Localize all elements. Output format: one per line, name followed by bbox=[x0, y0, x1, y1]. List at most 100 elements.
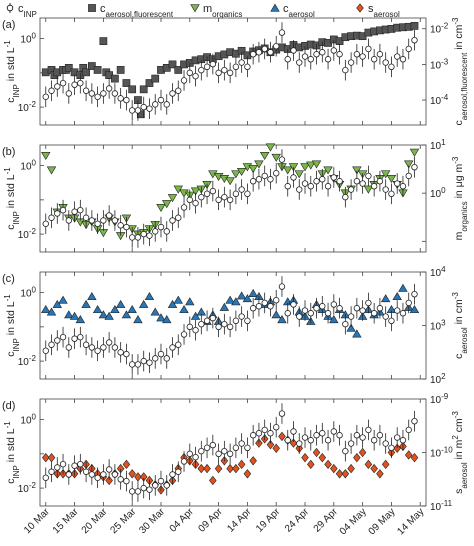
cinp-point bbox=[342, 447, 349, 455]
cinp-point bbox=[54, 210, 61, 217]
left-axis-label: cINP in std L-1 bbox=[3, 40, 21, 103]
data-point bbox=[110, 305, 120, 314]
cinp-point bbox=[215, 323, 222, 331]
cinp-point bbox=[296, 440, 303, 447]
cinp-point bbox=[198, 320, 205, 328]
legend-item: morganics bbox=[190, 3, 242, 19]
cinp-point bbox=[221, 66, 228, 74]
cinp-point bbox=[221, 447, 228, 455]
data-point bbox=[271, 153, 281, 162]
cinp-point bbox=[42, 347, 49, 354]
cinp-point bbox=[324, 310, 332, 317]
x-tick-label: 09 Apr bbox=[196, 506, 225, 535]
cinp-point bbox=[278, 410, 286, 417]
cinp-point bbox=[186, 69, 193, 77]
cinp-point bbox=[273, 424, 280, 431]
cinp-point bbox=[244, 444, 251, 452]
data-point bbox=[116, 66, 125, 74]
cinp-point bbox=[77, 333, 84, 341]
data-point bbox=[329, 315, 339, 324]
cinp-point bbox=[157, 350, 165, 358]
data-point bbox=[58, 295, 68, 304]
data-point bbox=[46, 307, 57, 316]
cinp-point bbox=[169, 344, 176, 351]
data-point bbox=[271, 310, 281, 319]
cinp-point bbox=[267, 176, 274, 183]
data-point bbox=[307, 459, 315, 470]
data-point bbox=[410, 22, 419, 30]
cinp-point bbox=[209, 60, 217, 68]
cinp-point bbox=[111, 471, 119, 478]
cinp-point bbox=[123, 350, 130, 358]
cinp-point bbox=[296, 59, 303, 66]
cinp-point bbox=[342, 320, 349, 328]
cinp-point bbox=[290, 47, 297, 54]
data-point bbox=[283, 166, 293, 175]
data-point bbox=[392, 292, 402, 301]
cinp-point bbox=[267, 303, 274, 310]
legend: cINP caerosol,fluorescent morganics caeroso… bbox=[6, 3, 400, 19]
cinp-point bbox=[261, 299, 268, 307]
data-point bbox=[347, 463, 355, 474]
cinp-point bbox=[198, 193, 205, 201]
cinp-point bbox=[393, 307, 401, 314]
cinp-point bbox=[249, 178, 257, 185]
cinp-point bbox=[169, 471, 176, 478]
cinp-point bbox=[221, 193, 228, 201]
cinp-point bbox=[370, 310, 378, 317]
cinp-point bbox=[376, 432, 384, 439]
data-point bbox=[318, 453, 327, 463]
cinp-point bbox=[411, 290, 418, 298]
cinp-point bbox=[330, 174, 338, 181]
data-point bbox=[64, 310, 74, 319]
cinp-point bbox=[399, 183, 407, 190]
cinp-point bbox=[48, 87, 55, 94]
cinp-point bbox=[88, 471, 96, 478]
left-axis-label: cINP in std L-1 bbox=[3, 421, 21, 484]
cinp-point bbox=[100, 217, 107, 224]
left-axis-label: cINP in std L-1 bbox=[3, 294, 21, 357]
data-point bbox=[104, 311, 114, 320]
cinp-point bbox=[347, 59, 355, 66]
cinp-point bbox=[186, 323, 193, 331]
cinp-point bbox=[405, 172, 412, 180]
cinp-point bbox=[376, 305, 384, 312]
legend-label: caerosol bbox=[283, 3, 315, 19]
cinp-point bbox=[388, 63, 395, 71]
cinp-point bbox=[209, 314, 217, 322]
cinp-point bbox=[100, 90, 107, 97]
data-point bbox=[341, 469, 350, 479]
cinp-point bbox=[290, 428, 297, 435]
legend-marker bbox=[88, 4, 96, 12]
left-tick-label: 10-2 bbox=[18, 481, 37, 496]
data-point bbox=[82, 68, 90, 77]
plot-frame bbox=[39, 17, 427, 126]
data-point bbox=[122, 79, 131, 87]
data-point bbox=[69, 311, 80, 320]
cinp-point bbox=[359, 180, 366, 187]
cinp-point bbox=[336, 178, 343, 185]
data-point bbox=[409, 305, 420, 314]
cinp-point bbox=[59, 460, 67, 468]
cinp-point bbox=[192, 72, 199, 80]
cinp-point bbox=[77, 460, 84, 468]
data-point bbox=[127, 305, 137, 314]
left-tick-label: 100 bbox=[20, 158, 36, 173]
cinp-point bbox=[307, 56, 314, 63]
cinp-point bbox=[94, 347, 101, 354]
cinp-point bbox=[301, 53, 309, 60]
cinp-point bbox=[244, 317, 251, 325]
right-tick-label: 10-4 bbox=[430, 93, 449, 108]
right-tick-label: 10-10 bbox=[430, 445, 453, 460]
data-point bbox=[294, 170, 304, 179]
cinp-point bbox=[284, 437, 291, 444]
cinp-point bbox=[244, 63, 251, 71]
cinp-point bbox=[411, 417, 418, 425]
x-tick-label: 14 May bbox=[395, 506, 426, 537]
cinp-point bbox=[180, 204, 188, 211]
left-tick-label: 10-2 bbox=[18, 227, 37, 242]
data-point bbox=[99, 37, 108, 45]
cinp-point bbox=[347, 186, 355, 193]
data-point bbox=[403, 160, 414, 169]
